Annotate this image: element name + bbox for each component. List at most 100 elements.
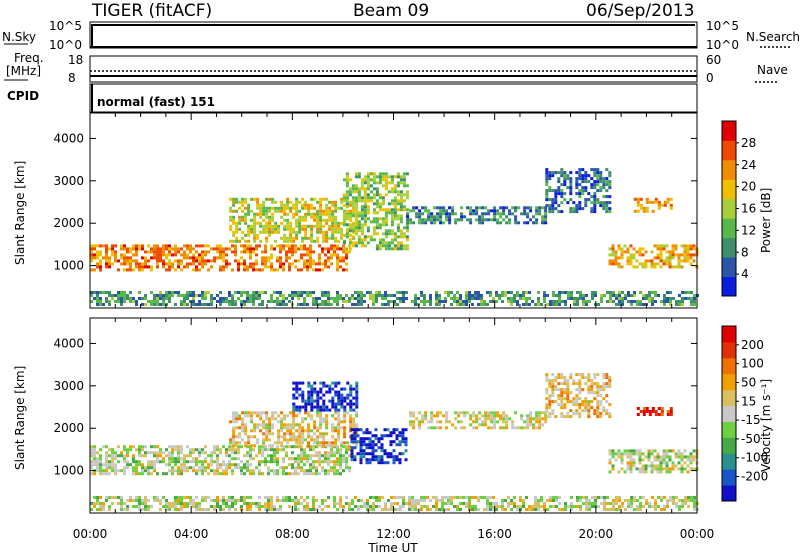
- velocity-plot: [90, 373, 699, 511]
- data-cell: [337, 429, 341, 433]
- data-cell: [629, 244, 633, 248]
- data-cell: [204, 457, 207, 461]
- data-cell: [117, 469, 120, 473]
- data-cell: [590, 168, 594, 172]
- data-cell: [545, 409, 549, 413]
- data-cell: [378, 291, 381, 294]
- colorbar-swatch: [722, 140, 736, 161]
- data-cell: [318, 505, 321, 508]
- data-cell: [156, 303, 159, 306]
- data-cell: [433, 206, 437, 210]
- data-cell: [300, 256, 303, 260]
- data-cell: [126, 268, 129, 272]
- data-cell: [249, 505, 252, 508]
- data-cell: [560, 391, 564, 395]
- colorbar-swatch: [722, 198, 736, 219]
- data-cell: [228, 460, 231, 464]
- data-cell: [575, 409, 579, 413]
- data-cell: [319, 218, 323, 222]
- data-cell: [261, 472, 264, 476]
- data-cell: [298, 408, 302, 412]
- data-cell: [430, 221, 434, 225]
- data-cell: [207, 250, 210, 254]
- data-cell: [286, 438, 290, 442]
- data-cell: [289, 209, 293, 213]
- data-cell: [316, 236, 320, 240]
- data-cell: [525, 508, 528, 511]
- data-cell: [526, 414, 530, 418]
- data-cell: [144, 496, 147, 499]
- data-cell: [108, 265, 111, 269]
- data-cell: [123, 247, 126, 251]
- data-cell: [324, 472, 327, 476]
- data-cell: [265, 224, 269, 228]
- data-cell: [593, 376, 597, 380]
- data-cell: [135, 253, 138, 257]
- data-cell: [235, 236, 239, 240]
- data-cell: [454, 218, 458, 222]
- data-cell: [668, 265, 672, 269]
- data-cell: [584, 382, 588, 386]
- data-cell: [265, 438, 269, 442]
- data-cell: [135, 300, 138, 303]
- data-cell: [666, 505, 669, 508]
- data-cell: [93, 448, 96, 452]
- data-cell: [313, 212, 317, 216]
- data-cell: [168, 250, 171, 254]
- data-cell: [331, 399, 335, 403]
- data-cell: [90, 256, 93, 260]
- data-cell: [321, 268, 324, 272]
- data-cell: [162, 253, 165, 257]
- data-cell: [345, 463, 348, 467]
- data-cell: [322, 384, 326, 388]
- data-cell: [325, 209, 329, 213]
- data-cell: [345, 466, 348, 470]
- data-cell: [465, 496, 468, 499]
- data-cell: [144, 265, 147, 269]
- data-cell: [487, 218, 491, 222]
- data-cell: [253, 215, 257, 219]
- data-cell: [395, 455, 399, 459]
- data-cell: [250, 227, 254, 231]
- data-cell: [331, 435, 335, 439]
- data-cell: [352, 420, 356, 424]
- data-cell: [313, 426, 317, 430]
- data-cell: [195, 448, 198, 452]
- data-cell: [599, 186, 603, 190]
- data-cell: [348, 238, 352, 242]
- data-cell: [235, 197, 239, 201]
- data-cell: [147, 463, 150, 467]
- data-cell: [657, 206, 661, 210]
- data-cell: [246, 244, 249, 248]
- data-cell: [334, 239, 338, 243]
- data-cell: [144, 262, 147, 266]
- data-cell: [229, 206, 233, 210]
- data-cell: [383, 428, 387, 432]
- data-cell: [279, 265, 282, 269]
- data-cell: [304, 200, 308, 204]
- data-cell: [357, 193, 361, 197]
- data-cell: [310, 435, 314, 439]
- data-cell: [603, 508, 606, 511]
- data-cell: [457, 411, 461, 415]
- data-cell: [168, 300, 171, 303]
- data-cell: [366, 229, 370, 233]
- data-cell: [578, 189, 582, 193]
- data-cell: [588, 508, 591, 511]
- data-cell: [99, 454, 102, 458]
- data-cell: [378, 205, 382, 209]
- data-cell: [353, 440, 357, 444]
- data-cell: [138, 505, 141, 508]
- data-cell: [642, 496, 645, 499]
- data-cell: [615, 294, 618, 297]
- data-cell: [198, 303, 201, 306]
- data-cell: [135, 505, 138, 508]
- data-cell: [554, 385, 558, 389]
- data-cell: [96, 496, 99, 499]
- data-cell: [229, 197, 233, 201]
- data-cell: [253, 233, 257, 237]
- data-cell: [333, 253, 336, 257]
- data-cell: [366, 291, 369, 294]
- data-cell: [171, 262, 174, 266]
- data-cell: [213, 508, 216, 511]
